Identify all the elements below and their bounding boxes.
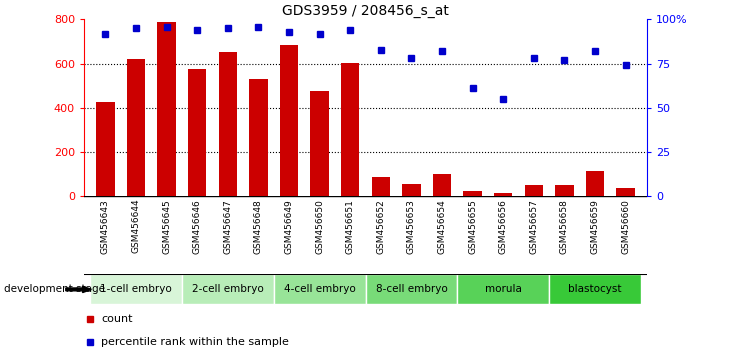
Bar xyxy=(219,52,237,196)
Text: 4-cell embryo: 4-cell embryo xyxy=(284,284,355,295)
Text: GSM456651: GSM456651 xyxy=(346,199,355,254)
Text: GSM456647: GSM456647 xyxy=(224,199,232,253)
Text: GSM456649: GSM456649 xyxy=(284,199,294,253)
Bar xyxy=(402,184,420,196)
Text: GSM456657: GSM456657 xyxy=(529,199,538,254)
Bar xyxy=(549,274,641,304)
Bar xyxy=(249,79,268,196)
Text: GSM456654: GSM456654 xyxy=(437,199,447,253)
Text: GSM456643: GSM456643 xyxy=(101,199,110,253)
Text: morula: morula xyxy=(485,284,522,295)
Text: GSM456655: GSM456655 xyxy=(468,199,477,254)
Text: GSM456656: GSM456656 xyxy=(499,199,507,254)
Text: blastocyst: blastocyst xyxy=(568,284,621,295)
Bar xyxy=(90,274,182,304)
Text: GSM456646: GSM456646 xyxy=(193,199,202,253)
Text: GSM456660: GSM456660 xyxy=(621,199,630,254)
Bar xyxy=(96,102,115,196)
Text: development stage: development stage xyxy=(4,284,105,295)
Bar xyxy=(586,171,604,196)
Bar xyxy=(157,22,176,196)
Bar xyxy=(494,193,512,196)
Text: GSM456644: GSM456644 xyxy=(132,199,140,253)
Text: GSM456659: GSM456659 xyxy=(591,199,599,254)
Bar xyxy=(371,177,390,196)
Text: 2-cell embryo: 2-cell embryo xyxy=(192,284,264,295)
Bar xyxy=(273,274,366,304)
Text: GSM456652: GSM456652 xyxy=(376,199,385,253)
Bar xyxy=(341,63,360,196)
Bar xyxy=(366,274,458,304)
Text: GSM456645: GSM456645 xyxy=(162,199,171,253)
Text: count: count xyxy=(101,314,132,324)
Bar xyxy=(555,185,574,196)
Text: GSM456653: GSM456653 xyxy=(407,199,416,254)
Bar xyxy=(311,91,329,196)
Bar xyxy=(188,69,206,196)
Text: 8-cell embryo: 8-cell embryo xyxy=(376,284,447,295)
Bar xyxy=(458,274,549,304)
Bar xyxy=(280,45,298,196)
Text: GSM456658: GSM456658 xyxy=(560,199,569,254)
Text: GSM456650: GSM456650 xyxy=(315,199,324,254)
Bar xyxy=(525,185,543,196)
Text: percentile rank within the sample: percentile rank within the sample xyxy=(101,337,289,347)
Text: GSM456648: GSM456648 xyxy=(254,199,263,253)
Bar xyxy=(127,59,145,196)
Bar xyxy=(182,274,273,304)
Text: 1-cell embryo: 1-cell embryo xyxy=(100,284,172,295)
Bar xyxy=(463,191,482,196)
Title: GDS3959 / 208456_s_at: GDS3959 / 208456_s_at xyxy=(282,5,449,18)
Bar xyxy=(616,188,635,196)
Bar xyxy=(433,174,451,196)
